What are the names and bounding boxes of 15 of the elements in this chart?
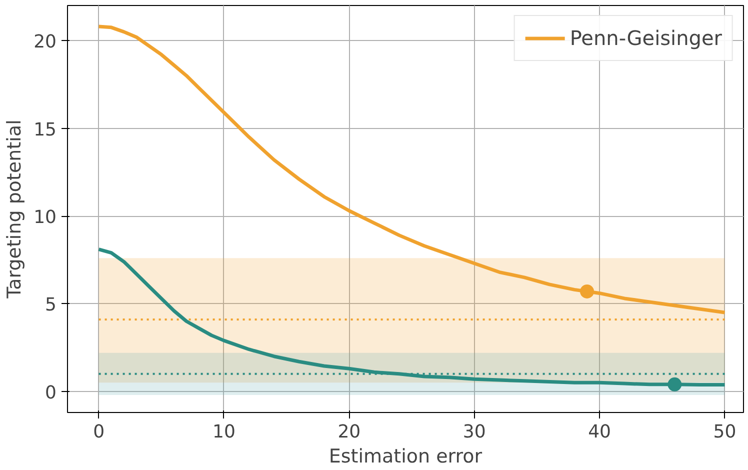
line-series — [97, 24, 726, 314]
x-tick-label: 30 — [462, 422, 486, 442]
y-tick-label: 15 — [34, 119, 56, 140]
y-tick-label: 0 — [45, 382, 56, 404]
x-tick-label: 40 — [588, 422, 611, 442]
y-tick-label: 10 — [34, 207, 56, 228]
x-tick-label: 20 — [338, 422, 361, 442]
legend-label: Penn-Geisinger — [570, 26, 722, 50]
x-tick-label: 10 — [212, 422, 236, 442]
y-tick-label: 5 — [45, 294, 56, 316]
y-axis-title: Targeting potential — [4, 120, 26, 300]
x-tick-label: 50 — [713, 422, 736, 442]
x-axis-title: Estimation error — [328, 446, 482, 468]
x-tick-label: 0 — [93, 422, 105, 442]
y-tick-label: 20 — [34, 32, 56, 53]
